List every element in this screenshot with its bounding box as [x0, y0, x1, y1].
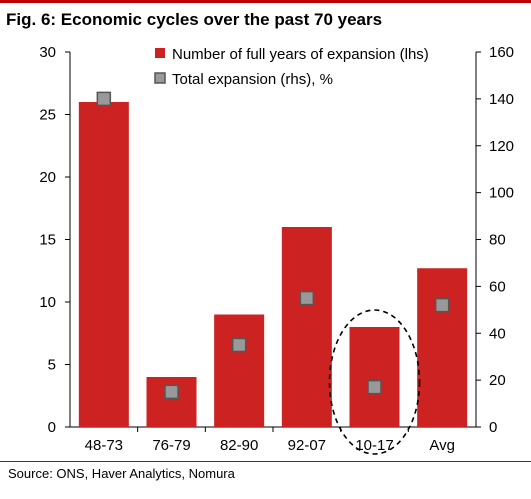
- legend-label-marker: Total expansion (rhs), %: [172, 71, 333, 88]
- y-right-tick-label: 60: [489, 278, 506, 295]
- marker: [231, 337, 247, 353]
- y-left-tick-label: 25: [39, 107, 56, 124]
- x-tick-label: 76-79: [152, 437, 190, 454]
- x-tick-label: Avg: [429, 437, 455, 454]
- x-tick-label: 82-90: [220, 437, 258, 454]
- y-right-tick-label: 160: [489, 44, 514, 61]
- bar-series: [78, 102, 468, 427]
- source-rule: [0, 461, 531, 462]
- y-left-tick-label: 0: [48, 419, 56, 436]
- bar: [417, 268, 468, 427]
- y-right-tick-label: 0: [489, 419, 497, 436]
- legend-swatch-marker: [154, 72, 166, 84]
- chart-axes: 0 5 10 15 20 25 30 0 20 40 60 80 100 120 140 160 48-73 76…: [39, 44, 514, 454]
- bar: [281, 227, 332, 427]
- y-right-tick-label: 20: [489, 372, 506, 389]
- x-tick-label: 10-17: [355, 437, 393, 454]
- bar: [349, 327, 400, 427]
- marker: [164, 384, 179, 400]
- marker-series: [96, 91, 450, 400]
- y-right-tick-label: 40: [489, 325, 506, 342]
- y-left-tick-label: 10: [39, 294, 56, 311]
- highlight-layer: [328, 309, 421, 455]
- y-left-tick-label: 5: [48, 357, 56, 374]
- y-right-tick-label: 140: [489, 91, 514, 108]
- marker: [434, 297, 450, 313]
- legend: Number of full years of expansion (lhs) T…: [154, 46, 429, 88]
- marker: [299, 290, 315, 306]
- y-right-tick-label: 80: [489, 232, 506, 249]
- x-tick-label: 48-73: [85, 437, 123, 454]
- marker: [367, 379, 382, 395]
- highlight-ellipse: [328, 309, 421, 455]
- legend-label-bar: Number of full years of expansion (lhs): [172, 46, 429, 63]
- x-tick-label: 92-07: [288, 437, 326, 454]
- bar: [146, 377, 197, 427]
- source-note: Source: ONS, Haver Analytics, Nomura: [8, 466, 235, 481]
- y-left-tick-label: 15: [39, 232, 56, 249]
- y-left-tick-label: 30: [39, 44, 56, 61]
- legend-swatch-bar: [155, 48, 165, 58]
- bar: [214, 314, 265, 427]
- bar: [78, 102, 129, 427]
- chart-title: Fig. 6: Economic cycles over the past 70…: [6, 10, 383, 29]
- marker: [96, 91, 112, 107]
- y-left-tick-label: 20: [39, 169, 56, 186]
- title-rule: [0, 0, 531, 3]
- y-right-tick-label: 120: [489, 138, 514, 155]
- y-right-tick-label: 100: [489, 185, 514, 202]
- figure-header: Fig. 6: Economic cycles over the past 70…: [0, 0, 531, 30]
